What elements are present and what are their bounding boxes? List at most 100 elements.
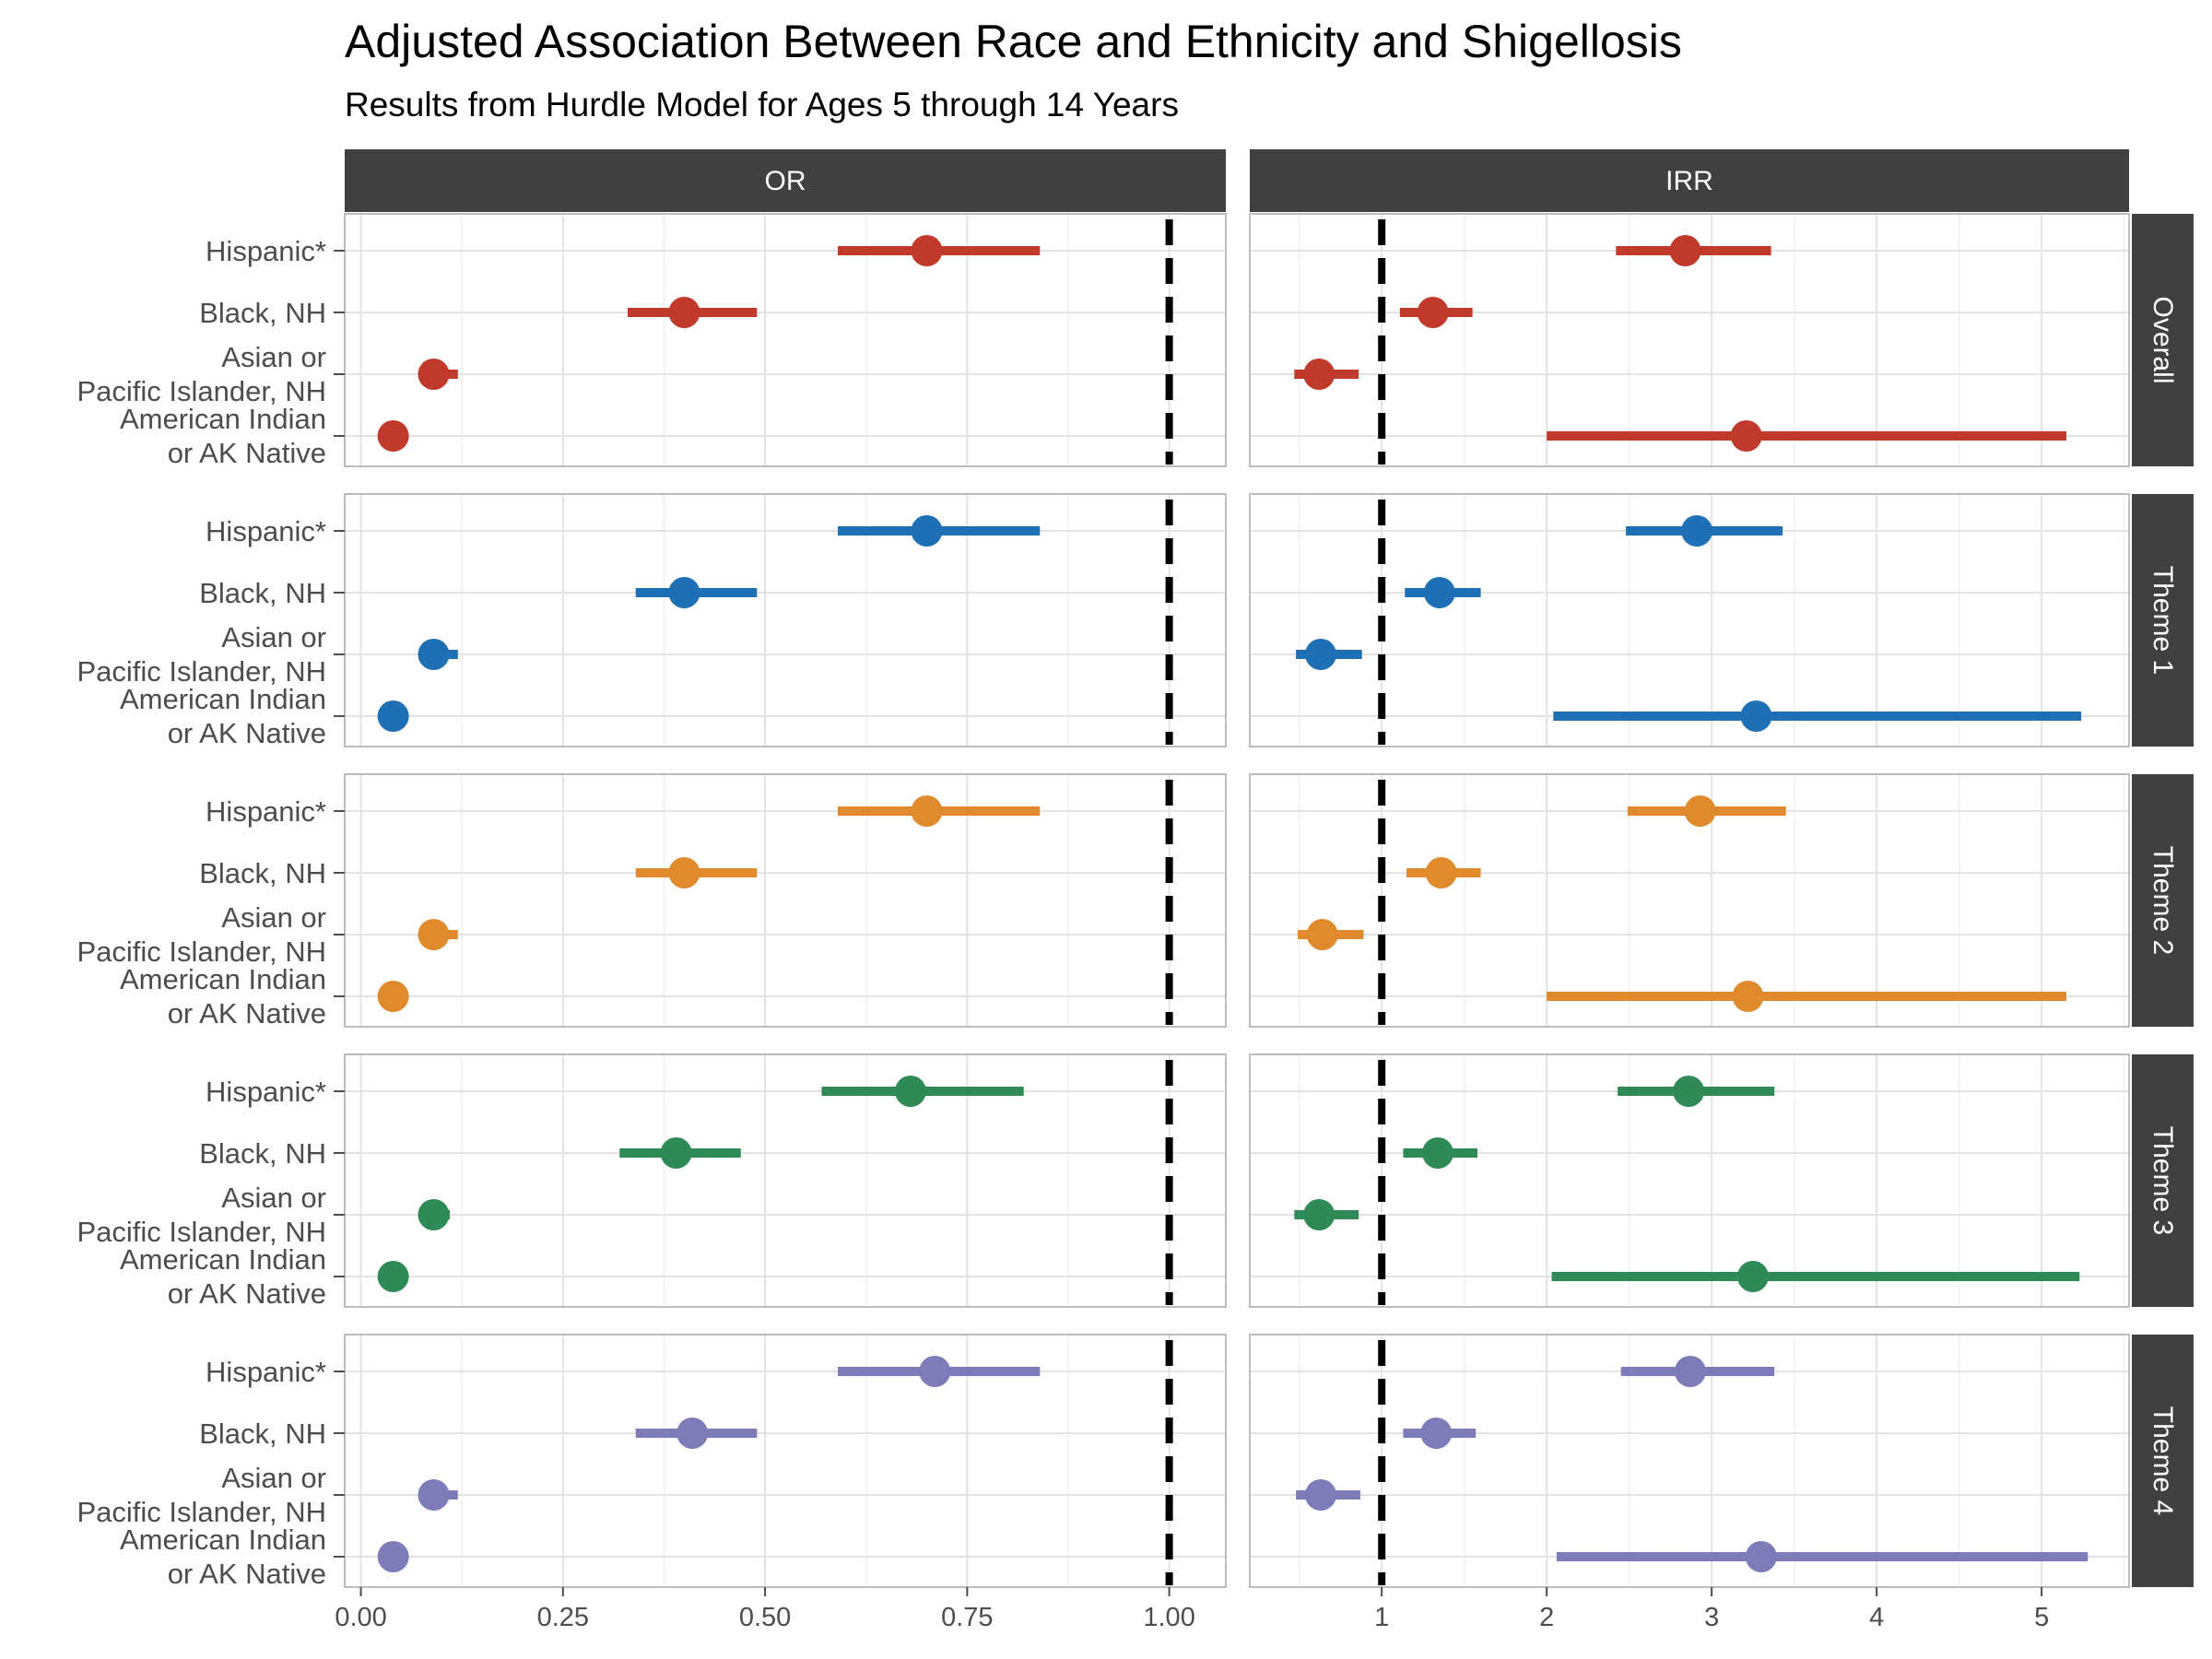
x-tick-label: 0.00: [335, 1603, 386, 1632]
point-estimate: [677, 1418, 709, 1449]
point-estimate: [1303, 359, 1335, 390]
category-label-line: American Indian: [120, 1243, 326, 1276]
category-label-line: or AK Native: [168, 1558, 326, 1590]
point-estimate: [418, 1199, 450, 1230]
point-estimate: [668, 857, 700, 888]
category-label: Black, NH: [199, 857, 326, 889]
panel-border: [1249, 493, 2130, 747]
row-strip-label: Overall: [2147, 296, 2178, 383]
panel-border: [1249, 1334, 2130, 1588]
category-label-line: American Indian: [120, 683, 326, 715]
category-label-line: Pacific Islander, NH: [77, 1216, 327, 1248]
x-tick-label: 0.50: [739, 1603, 791, 1632]
panel-background: [345, 1335, 1226, 1587]
point-estimate: [1674, 1356, 1706, 1387]
point-estimate: [418, 639, 450, 670]
point-estimate: [668, 577, 700, 608]
row-strip-1: [2132, 494, 2194, 747]
category-label: American Indian or AK Native: [120, 963, 326, 1030]
panel-border: [344, 493, 1227, 747]
x-tick-label: 2: [1539, 1603, 1554, 1632]
point-estimate: [1417, 297, 1449, 328]
category-label-line: Asian or: [221, 621, 326, 653]
category-label: Hispanic*: [206, 1356, 326, 1388]
point-estimate: [377, 700, 409, 732]
point-estimate: [1303, 1199, 1335, 1230]
category-label-line: Pacific Islander, NH: [77, 375, 327, 407]
x-tick-label: 0.75: [941, 1603, 993, 1632]
category-label: Asian or Pacific Islander, NH: [77, 901, 327, 968]
category-label-line: or AK Native: [168, 997, 326, 1030]
category-label-line: Asian or: [221, 1182, 326, 1214]
point-estimate: [418, 359, 450, 390]
column-strip-irr: [1250, 149, 2129, 212]
x-tick-label: 1: [1374, 1603, 1389, 1632]
panel-background: [345, 774, 1226, 1027]
column-strip-label: OR: [765, 166, 806, 196]
category-label: American Indian or AK Native: [120, 683, 326, 749]
chart-subtitle: Results from Hurdle Model for Ages 5 thr…: [345, 86, 1179, 124]
category-label-line: American Indian: [120, 403, 326, 435]
point-estimate: [1669, 235, 1701, 266]
chart-title: Adjusted Association Between Race and Et…: [345, 16, 1682, 67]
point-estimate: [1736, 1261, 1769, 1292]
category-label-line: or AK Native: [168, 1277, 326, 1310]
point-estimate: [1306, 919, 1338, 950]
panel-border: [1249, 213, 2130, 467]
point-estimate: [1681, 515, 1713, 547]
point-estimate: [377, 981, 409, 1012]
category-label: Black, NH: [199, 1137, 326, 1170]
row-strip-label: Theme 2: [2147, 846, 2178, 955]
category-label: Hispanic*: [206, 515, 326, 547]
category-label-line: Pacific Islander, NH: [77, 655, 327, 688]
category-label: Asian or Pacific Islander, NH: [77, 621, 327, 688]
point-estimate: [1673, 1076, 1705, 1107]
category-label-line: American Indian: [120, 963, 326, 995]
panel-background: [345, 214, 1226, 466]
point-estimate: [1732, 981, 1764, 1012]
column-strip-label: IRR: [1665, 166, 1713, 196]
category-label-line: or AK Native: [168, 437, 326, 469]
x-tick-label: 1.00: [1143, 1603, 1194, 1632]
row-strip-0: [2132, 214, 2194, 466]
category-label: Hispanic*: [206, 235, 326, 267]
point-estimate: [1423, 577, 1455, 608]
panel-border: [344, 1334, 1227, 1588]
point-estimate: [668, 297, 700, 328]
category-label-line: Asian or: [221, 901, 326, 934]
point-estimate: [1730, 420, 1762, 452]
category-label-line: Pacific Islander, NH: [77, 1496, 327, 1528]
category-label-line: American Indian: [120, 1524, 326, 1556]
category-label-line: Asian or: [221, 1462, 326, 1494]
category-label-line: or AK Native: [168, 717, 326, 749]
point-estimate: [1684, 795, 1716, 827]
category-label-line: Asian or: [221, 341, 326, 373]
panel-background: [345, 494, 1226, 747]
point-estimate: [418, 1479, 450, 1511]
point-estimate: [911, 515, 943, 547]
category-label: Hispanic*: [206, 1076, 326, 1108]
point-estimate: [377, 1541, 409, 1572]
category-label: Hispanic*: [206, 795, 326, 828]
point-estimate: [1304, 639, 1336, 670]
row-strip-4: [2132, 1335, 2194, 1587]
point-estimate: [377, 420, 409, 452]
panel-background: [345, 1054, 1226, 1307]
category-label: Black, NH: [199, 1418, 326, 1450]
x-tick-label: 3: [1704, 1603, 1719, 1632]
point-estimate: [1422, 1137, 1454, 1169]
point-estimate: [911, 795, 943, 827]
point-estimate: [1304, 1479, 1336, 1511]
x-tick-label: 4: [1869, 1603, 1884, 1632]
row-strip-2: [2132, 774, 2194, 1027]
x-tick-label: 0.25: [537, 1603, 589, 1632]
point-estimate: [377, 1261, 409, 1292]
point-estimate: [911, 235, 943, 266]
point-estimate: [1740, 700, 1772, 732]
panel-border: [344, 1053, 1227, 1308]
panel-border: [1249, 773, 2130, 1028]
point-estimate: [1425, 857, 1457, 888]
point-estimate: [660, 1137, 692, 1169]
category-label: Asian or Pacific Islander, NH: [77, 1462, 327, 1528]
